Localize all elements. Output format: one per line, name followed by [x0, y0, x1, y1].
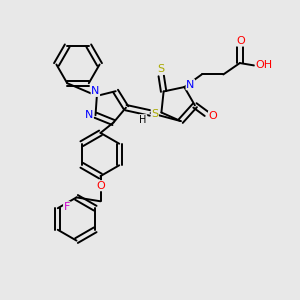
- Text: F: F: [64, 202, 70, 212]
- Text: O: O: [237, 36, 245, 46]
- Text: S: S: [151, 109, 158, 119]
- Text: O: O: [96, 181, 105, 191]
- Text: N: N: [91, 86, 100, 96]
- Text: H: H: [140, 115, 147, 125]
- Text: O: O: [208, 111, 217, 121]
- Text: N: N: [85, 110, 93, 120]
- Text: S: S: [158, 64, 165, 74]
- Text: OH: OH: [255, 61, 272, 70]
- Text: N: N: [186, 80, 194, 90]
